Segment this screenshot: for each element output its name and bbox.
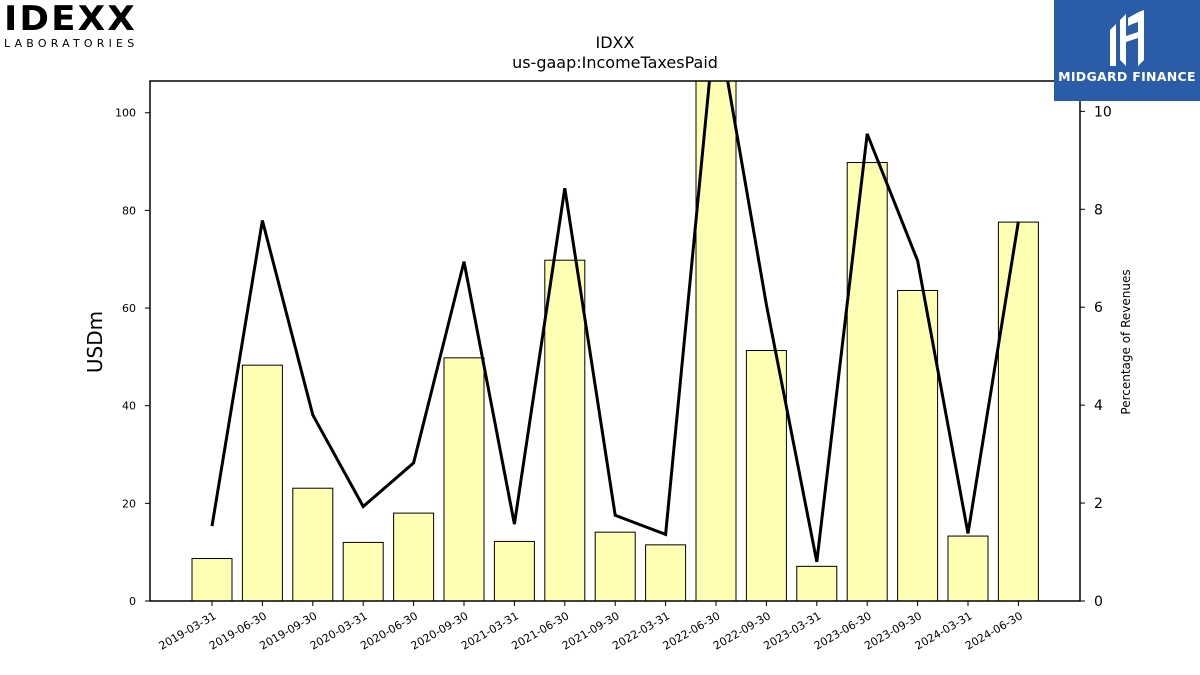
- bar-2021-03-31: [493, 540, 535, 602]
- y2-tick-label: 8: [1094, 202, 1103, 218]
- bar-2024-06-30: [997, 221, 1039, 602]
- bar-2022-09-30: [745, 350, 787, 602]
- y-tick-label: 100: [115, 107, 136, 120]
- bar-2020-06-30: [393, 512, 435, 602]
- bar-2020-03-31: [342, 541, 384, 602]
- y2-tick-label: 4: [1094, 398, 1103, 414]
- idexx-logo: IDEXX LABORATORIES: [4, 2, 154, 52]
- y2-tick-label: 2: [1094, 496, 1103, 512]
- y2-tick-label: 0: [1094, 594, 1103, 610]
- midgard-mark-icon: [1110, 10, 1144, 66]
- y-tick-label: 40: [122, 400, 136, 413]
- midgard-logo-name: MIDGARD FINANCE: [1058, 69, 1196, 84]
- y2-axis-label: Percentage of Revenues: [1119, 269, 1133, 414]
- bar-2023-09-30: [897, 289, 939, 602]
- bar-2019-09-30: [292, 487, 334, 602]
- chart-title: IDXX: [596, 33, 635, 52]
- idexx-logo-name: IDEXX: [4, 0, 137, 39]
- bar-2023-03-31: [796, 565, 838, 602]
- bar-2019-03-31: [191, 558, 233, 602]
- bar-2024-03-31: [947, 535, 989, 602]
- bar-2021-06-30: [544, 259, 586, 602]
- percentage-line: [210, 81, 1020, 563]
- bar-2019-06-30: [241, 364, 283, 602]
- line-series: [210, 81, 1020, 563]
- midgard-finance-logo: MIDGARD FINANCE: [1054, 0, 1200, 101]
- bar-2022-06-30: [695, 80, 737, 602]
- y-tick-label: 80: [122, 204, 136, 217]
- bar-series: [191, 80, 1039, 602]
- y2-tick-label: 6: [1094, 300, 1103, 316]
- idexx-logo-subtitle: LABORATORIES: [4, 37, 139, 50]
- bar-2021-09-30: [594, 531, 636, 602]
- y-tick-label: 0: [129, 595, 136, 608]
- bar-2020-09-30: [443, 357, 485, 602]
- plot-frame: [149, 80, 1081, 602]
- y-tick-label: 20: [122, 497, 136, 510]
- bar-2023-06-30: [846, 162, 888, 602]
- chart-subtitle: us-gaap:IncomeTaxesPaid: [512, 53, 718, 72]
- x-tick-label: 2024-06-30: [963, 609, 1025, 652]
- y-tick-label: 60: [122, 302, 136, 315]
- y-axis-label: USDm: [83, 311, 107, 373]
- y2-tick-label: 10: [1094, 104, 1112, 120]
- bar-2022-03-31: [645, 544, 687, 602]
